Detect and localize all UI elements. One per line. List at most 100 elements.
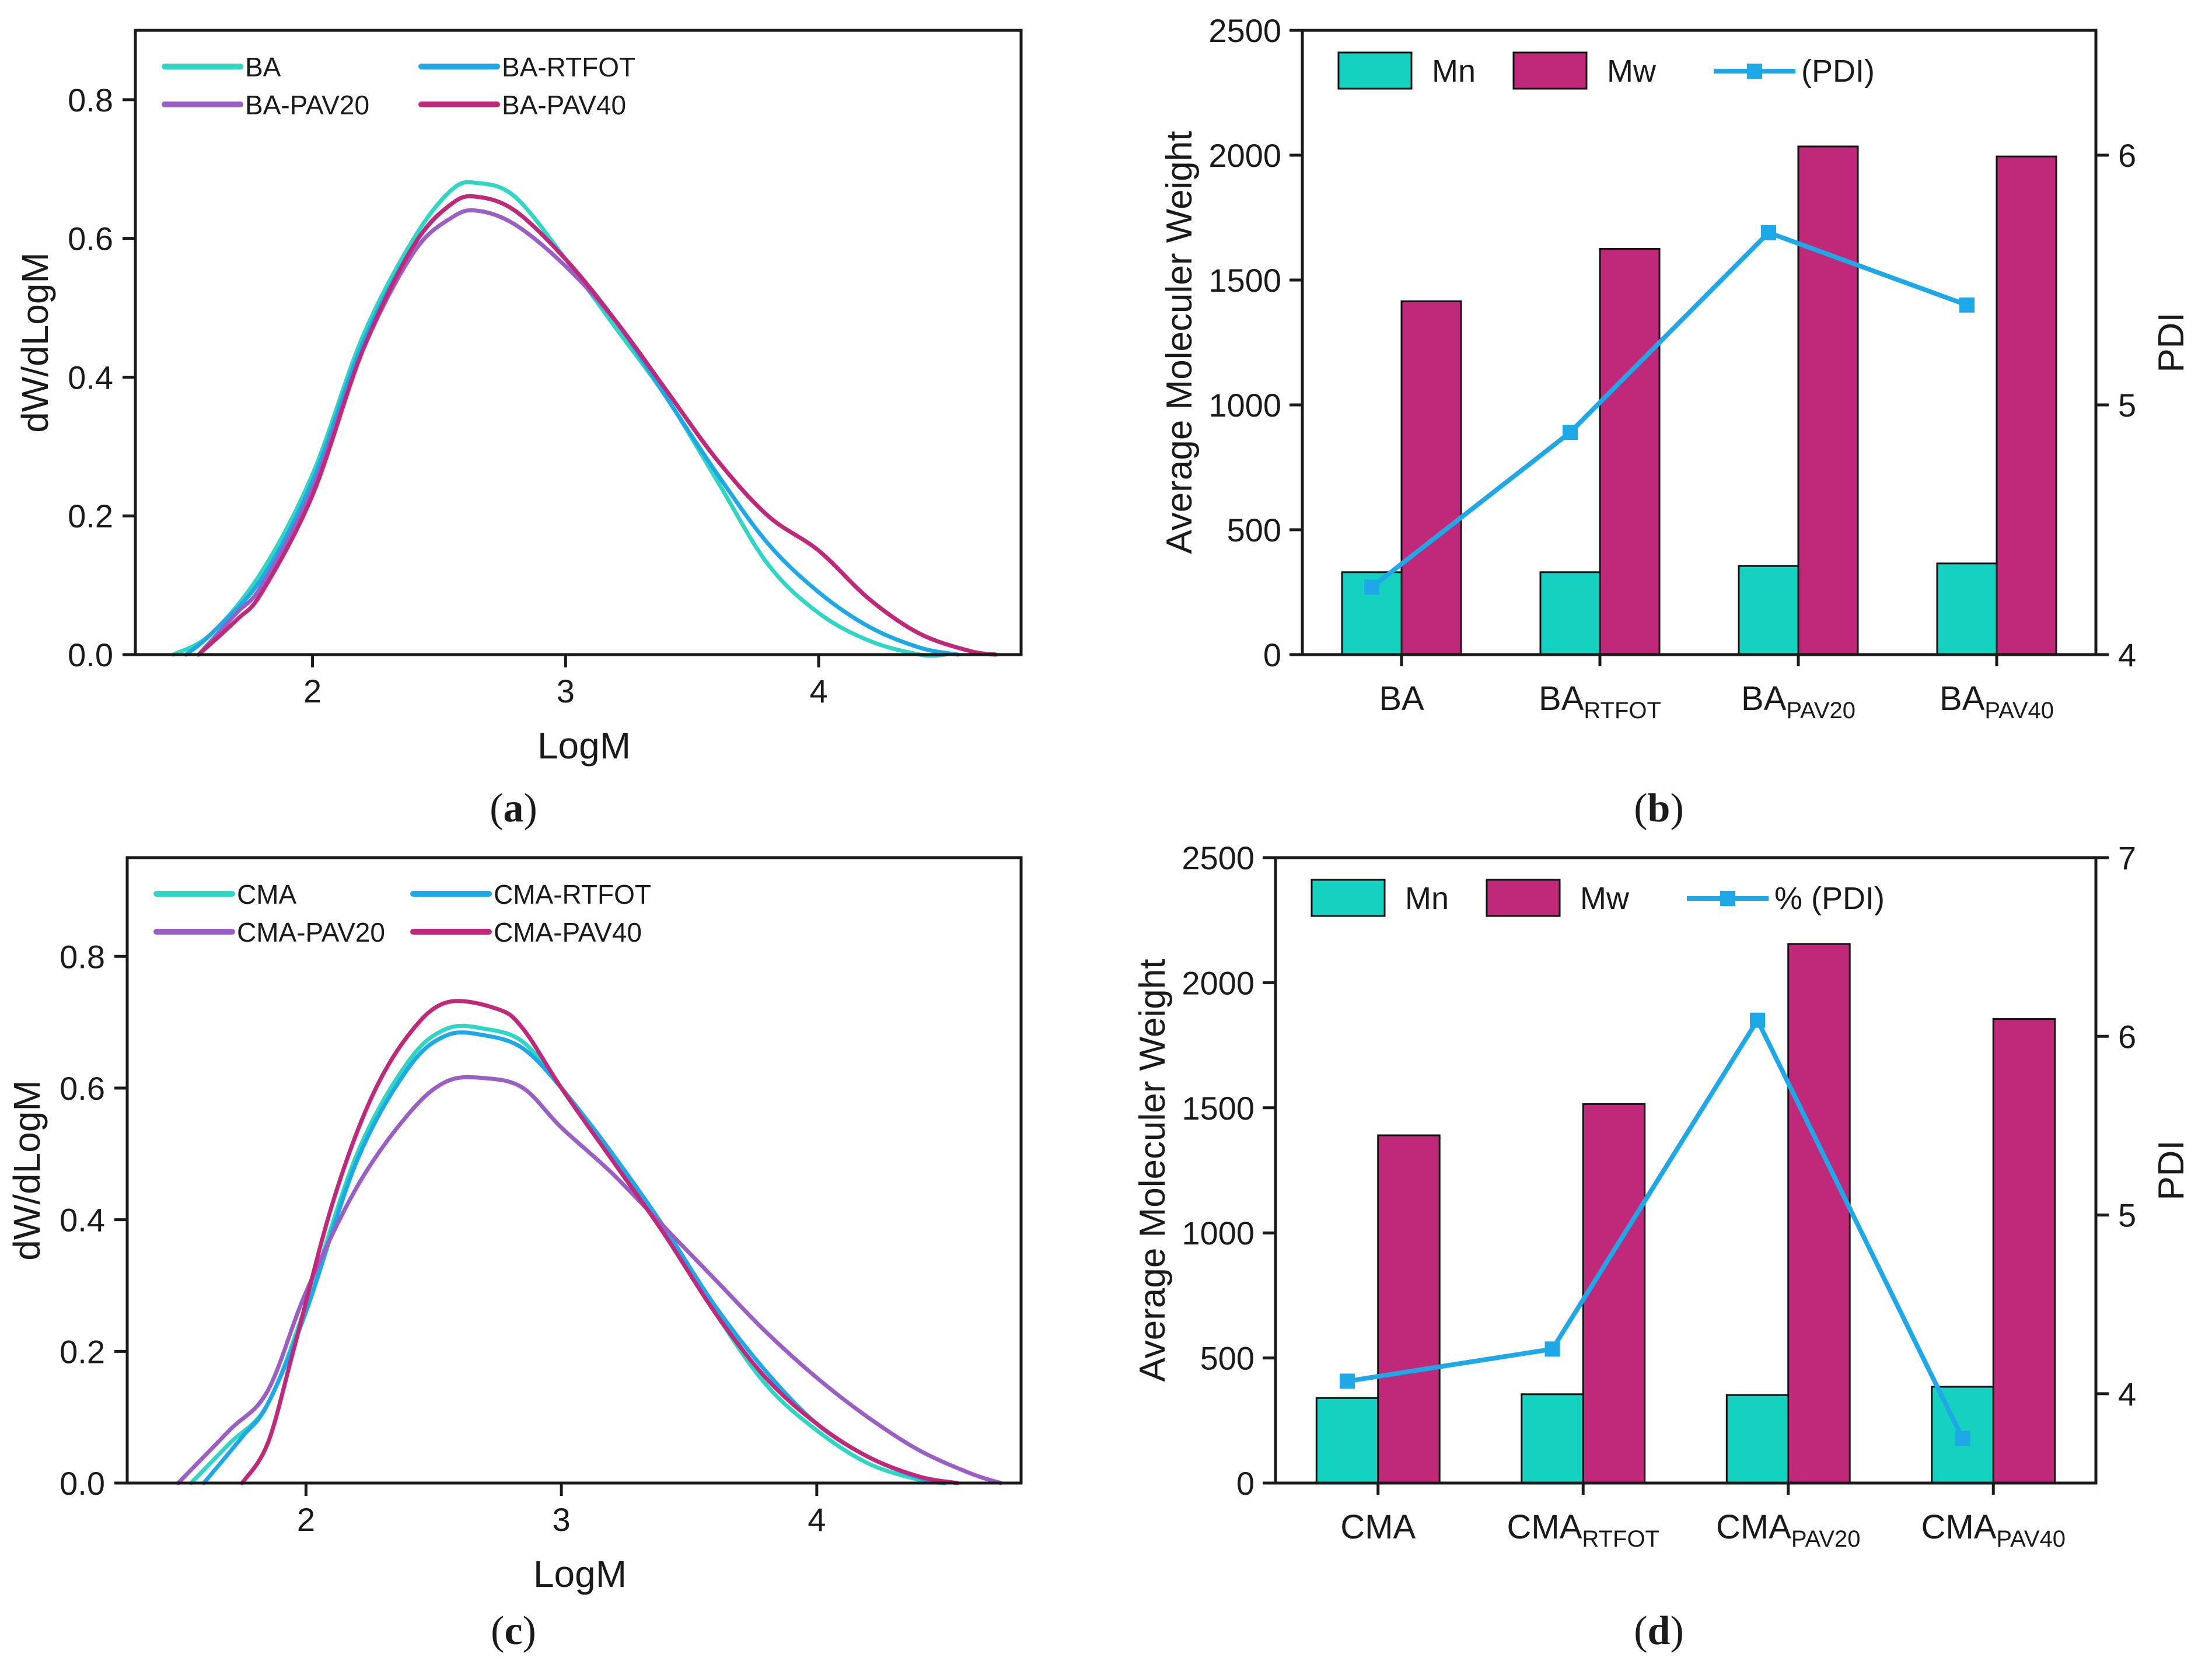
y-axis-label: Average Moleculer Weight [1159,131,1200,554]
legend-label: CMA-PAV40 [494,917,642,947]
panel-caption-c: (c) [491,1608,536,1653]
caption-letter: b [1648,786,1671,831]
caption-open-paren: ( [491,1608,504,1653]
series-line-cma-pav20 [176,1075,1003,1485]
category-subscript: PAV20 [1786,698,1855,723]
pdi-marker [1750,1012,1766,1028]
pdi-marker [1340,1373,1355,1389]
plot-frame [1274,856,2098,1485]
series-line-ba [171,180,948,658]
legend-label: CMA-PAV20 [237,917,385,947]
category-subscript: PAV40 [1996,1526,2066,1552]
y-tick-label: 1500 [1208,262,1281,299]
y-tick-label: 2000 [1182,964,1254,1001]
y2-axis-label: PDI [2151,1140,2192,1200]
y2-tick-label: 7 [2118,840,2136,876]
bar-mn [1725,1394,1790,1484]
pdi-marker [1955,1431,1970,1446]
bar-mn [1521,1393,1584,1484]
x-category-label: BA [1379,680,1424,718]
y-tick-label: 0.4 [60,1202,105,1239]
category-subscript: PAV20 [1791,1526,1861,1552]
legend-label: BA-RTFOT [502,52,635,82]
legend-swatch-mn [1311,879,1386,917]
category-base: CMA [1507,1508,1582,1546]
y-tick-label: 0.0 [68,637,113,673]
chart-c: 2 3 4 0.0 0.2 0.4 0.6 0.8 LogM dW/dLogM CMA CMA-RTF… [6,856,1023,1595]
plot-frame [134,29,1023,656]
pdi-marker [1563,425,1578,440]
y2-tick-label: 4 [2118,1376,2136,1412]
legend-swatch-mn [1337,51,1413,90]
y2-tick-label: 4 [2118,637,2136,673]
category-base: BA [1741,680,1787,718]
legend-label: BA [245,52,281,82]
bar-mw [1377,1134,1441,1484]
bar-mn [1936,562,1998,656]
caption-close-paren: ) [523,1608,536,1653]
x-tick-label: 3 [557,673,575,709]
y-axis-label: Average Moleculer Weight [1133,959,1173,1382]
caption-close-paren: ) [524,786,537,831]
x-axis-label: LogM [533,1553,627,1595]
x-tick-label: 4 [808,1501,826,1538]
bar-mn [1539,571,1601,656]
legend-label: BA-PAV40 [502,90,626,120]
bar-mw [1992,1018,2056,1484]
bar-mw [1582,1103,1646,1484]
legend-marker-pdi [1747,64,1762,79]
y-tick-label: 1500 [1182,1090,1254,1127]
plot-frame [125,856,1023,1485]
category-base: BA [1940,680,1985,718]
legend-label: CMA-RTFOT [494,879,651,910]
caption-close-paren: ) [1670,786,1683,831]
legend-label: BA-PAV20 [245,90,369,120]
legend-swatch-mw [1486,879,1561,917]
y2-tick-label: 6 [2118,1018,2136,1055]
y-axis-label: dW/dLogM [6,1080,48,1260]
category-base: BA [1539,680,1584,718]
bar-mw [1797,145,1859,656]
category-subscript: RTFOT [1584,698,1661,723]
x-category-label: BAPAV20 [1741,680,1855,723]
legend-label-mn: Mn [1405,881,1449,916]
x-category-label: CMAPAV20 [1716,1508,1860,1552]
y-tick-label: 0.8 [68,82,113,118]
legend-swatch-mw [1512,51,1588,90]
caption-close-paren: ) [1670,1608,1683,1653]
legend-label-mw: Mw [1607,54,1657,89]
y2-axis-label: PDI [2151,312,2192,372]
y2-tick-label: 5 [2118,1197,2136,1234]
y-tick-label: 0 [1263,637,1281,673]
pdi-marker [1364,579,1379,595]
bar-mw [1996,155,2057,656]
y-tick-label: 0.0 [60,1465,105,1502]
chart-a: 2 3 4 0.0 0.2 0.4 0.6 0.8 LogM dW/dLogM BA BA-RTFOT… [14,29,1023,767]
y-tick-label: 500 [1227,512,1281,548]
x-category-label: CMARTFOT [1507,1508,1659,1552]
y-tick-label: 0.6 [60,1070,105,1107]
x-tick-label: 4 [809,673,827,709]
legend-label-mw: Mw [1580,881,1630,916]
y-tick-label: 0 [1236,1465,1254,1502]
x-category-label: CMA [1340,1508,1416,1546]
legend-label-pdi: % (PDI) [1774,881,1885,916]
series-line-ba-pav20 [196,208,998,657]
bar-mw [1400,300,1462,656]
y-tick-label: 1000 [1182,1215,1254,1251]
y-tick-label: 1000 [1208,387,1281,424]
category-base: CMA [1921,1508,1997,1546]
y2-tick-label: 5 [2118,387,2136,424]
x-category-label: CMAPAV40 [1921,1508,2066,1552]
y2-tick-label: 6 [2118,137,2136,174]
y-tick-label: 2000 [1208,137,1281,174]
y-tick-label: 0.2 [60,1333,105,1370]
legend-label: CMA [237,879,297,910]
plot-frame [1301,29,2098,656]
bar-mw [1787,943,1851,1484]
series-line-cma-pav40 [240,999,960,1485]
bar-mn [1738,565,1799,656]
category-subscript: PAV40 [1984,698,2054,723]
